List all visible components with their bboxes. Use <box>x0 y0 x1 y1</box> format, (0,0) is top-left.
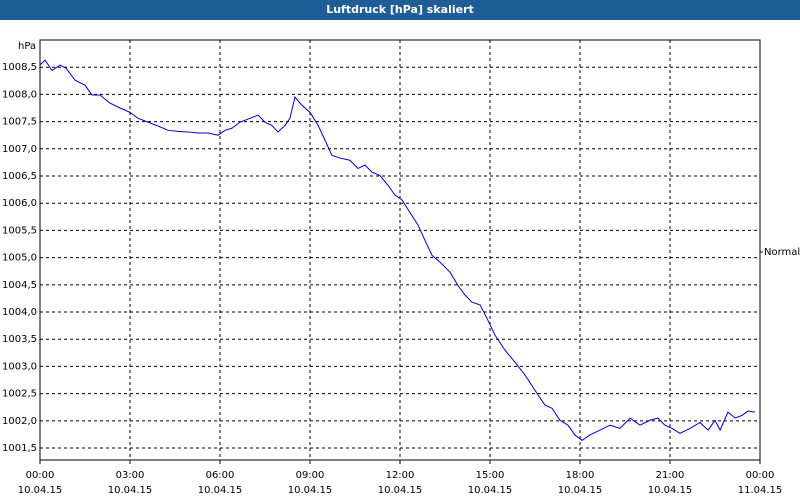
y-tick-label: 1006,5 <box>2 171 37 182</box>
x-tick-label: 12:00 <box>386 470 415 481</box>
y-tick-label: 1002,5 <box>2 389 37 400</box>
x-tick-label: 21:00 <box>656 470 685 481</box>
y-tick-label: 1002,0 <box>2 416 37 427</box>
y-tick-label: 1001,5 <box>2 443 37 454</box>
line <box>39 59 755 442</box>
x-tick-date: 10.04.15 <box>108 485 153 496</box>
x-tick-date: 10.04.15 <box>378 485 423 496</box>
x-tick-label: 06:00 <box>206 470 235 481</box>
x-tick-date: 11.04.15 <box>738 485 783 496</box>
y-tick-label: 1004,0 <box>2 307 37 318</box>
y-tick-label: 1007,5 <box>2 117 37 128</box>
x-tick-label: 18:00 <box>566 470 595 481</box>
y-tick-label: 1003,5 <box>2 334 37 345</box>
x-tick-date: 10.04.15 <box>648 485 693 496</box>
y-tick-label: 1004,5 <box>2 280 37 291</box>
x-tick-date: 10.04.15 <box>558 485 603 496</box>
y-tick-label: 1007,0 <box>2 144 37 155</box>
y-unit: hPa <box>18 41 36 52</box>
y-tick-label: 1005,5 <box>2 225 37 236</box>
title-bar <box>0 0 800 20</box>
x-tick-label: 15:00 <box>476 470 505 481</box>
x-tick-date: 10.04.15 <box>198 485 243 496</box>
x-tick-date: 10.04.15 <box>288 485 333 496</box>
x-tick-label: 03:00 <box>116 470 145 481</box>
y-tick-label: 1005,0 <box>2 253 37 264</box>
legend-label: Normal <box>764 247 800 258</box>
y-tick-label: 1008,0 <box>2 89 37 100</box>
y-tick-label: 1003,0 <box>2 361 37 372</box>
x-tick-label: 00:00 <box>26 470 55 481</box>
chart-title: Luftdruck [hPa] skaliert <box>326 3 474 16</box>
x-tick-label: 00:00 <box>746 470 775 481</box>
x-tick-date: 10.04.15 <box>468 485 513 496</box>
y-tick-label: 1006,0 <box>2 198 37 209</box>
y-tick-label: 1008,5 <box>2 62 37 73</box>
x-tick-label: 09:00 <box>296 470 325 481</box>
x-tick-date: 10.04.15 <box>18 485 63 496</box>
